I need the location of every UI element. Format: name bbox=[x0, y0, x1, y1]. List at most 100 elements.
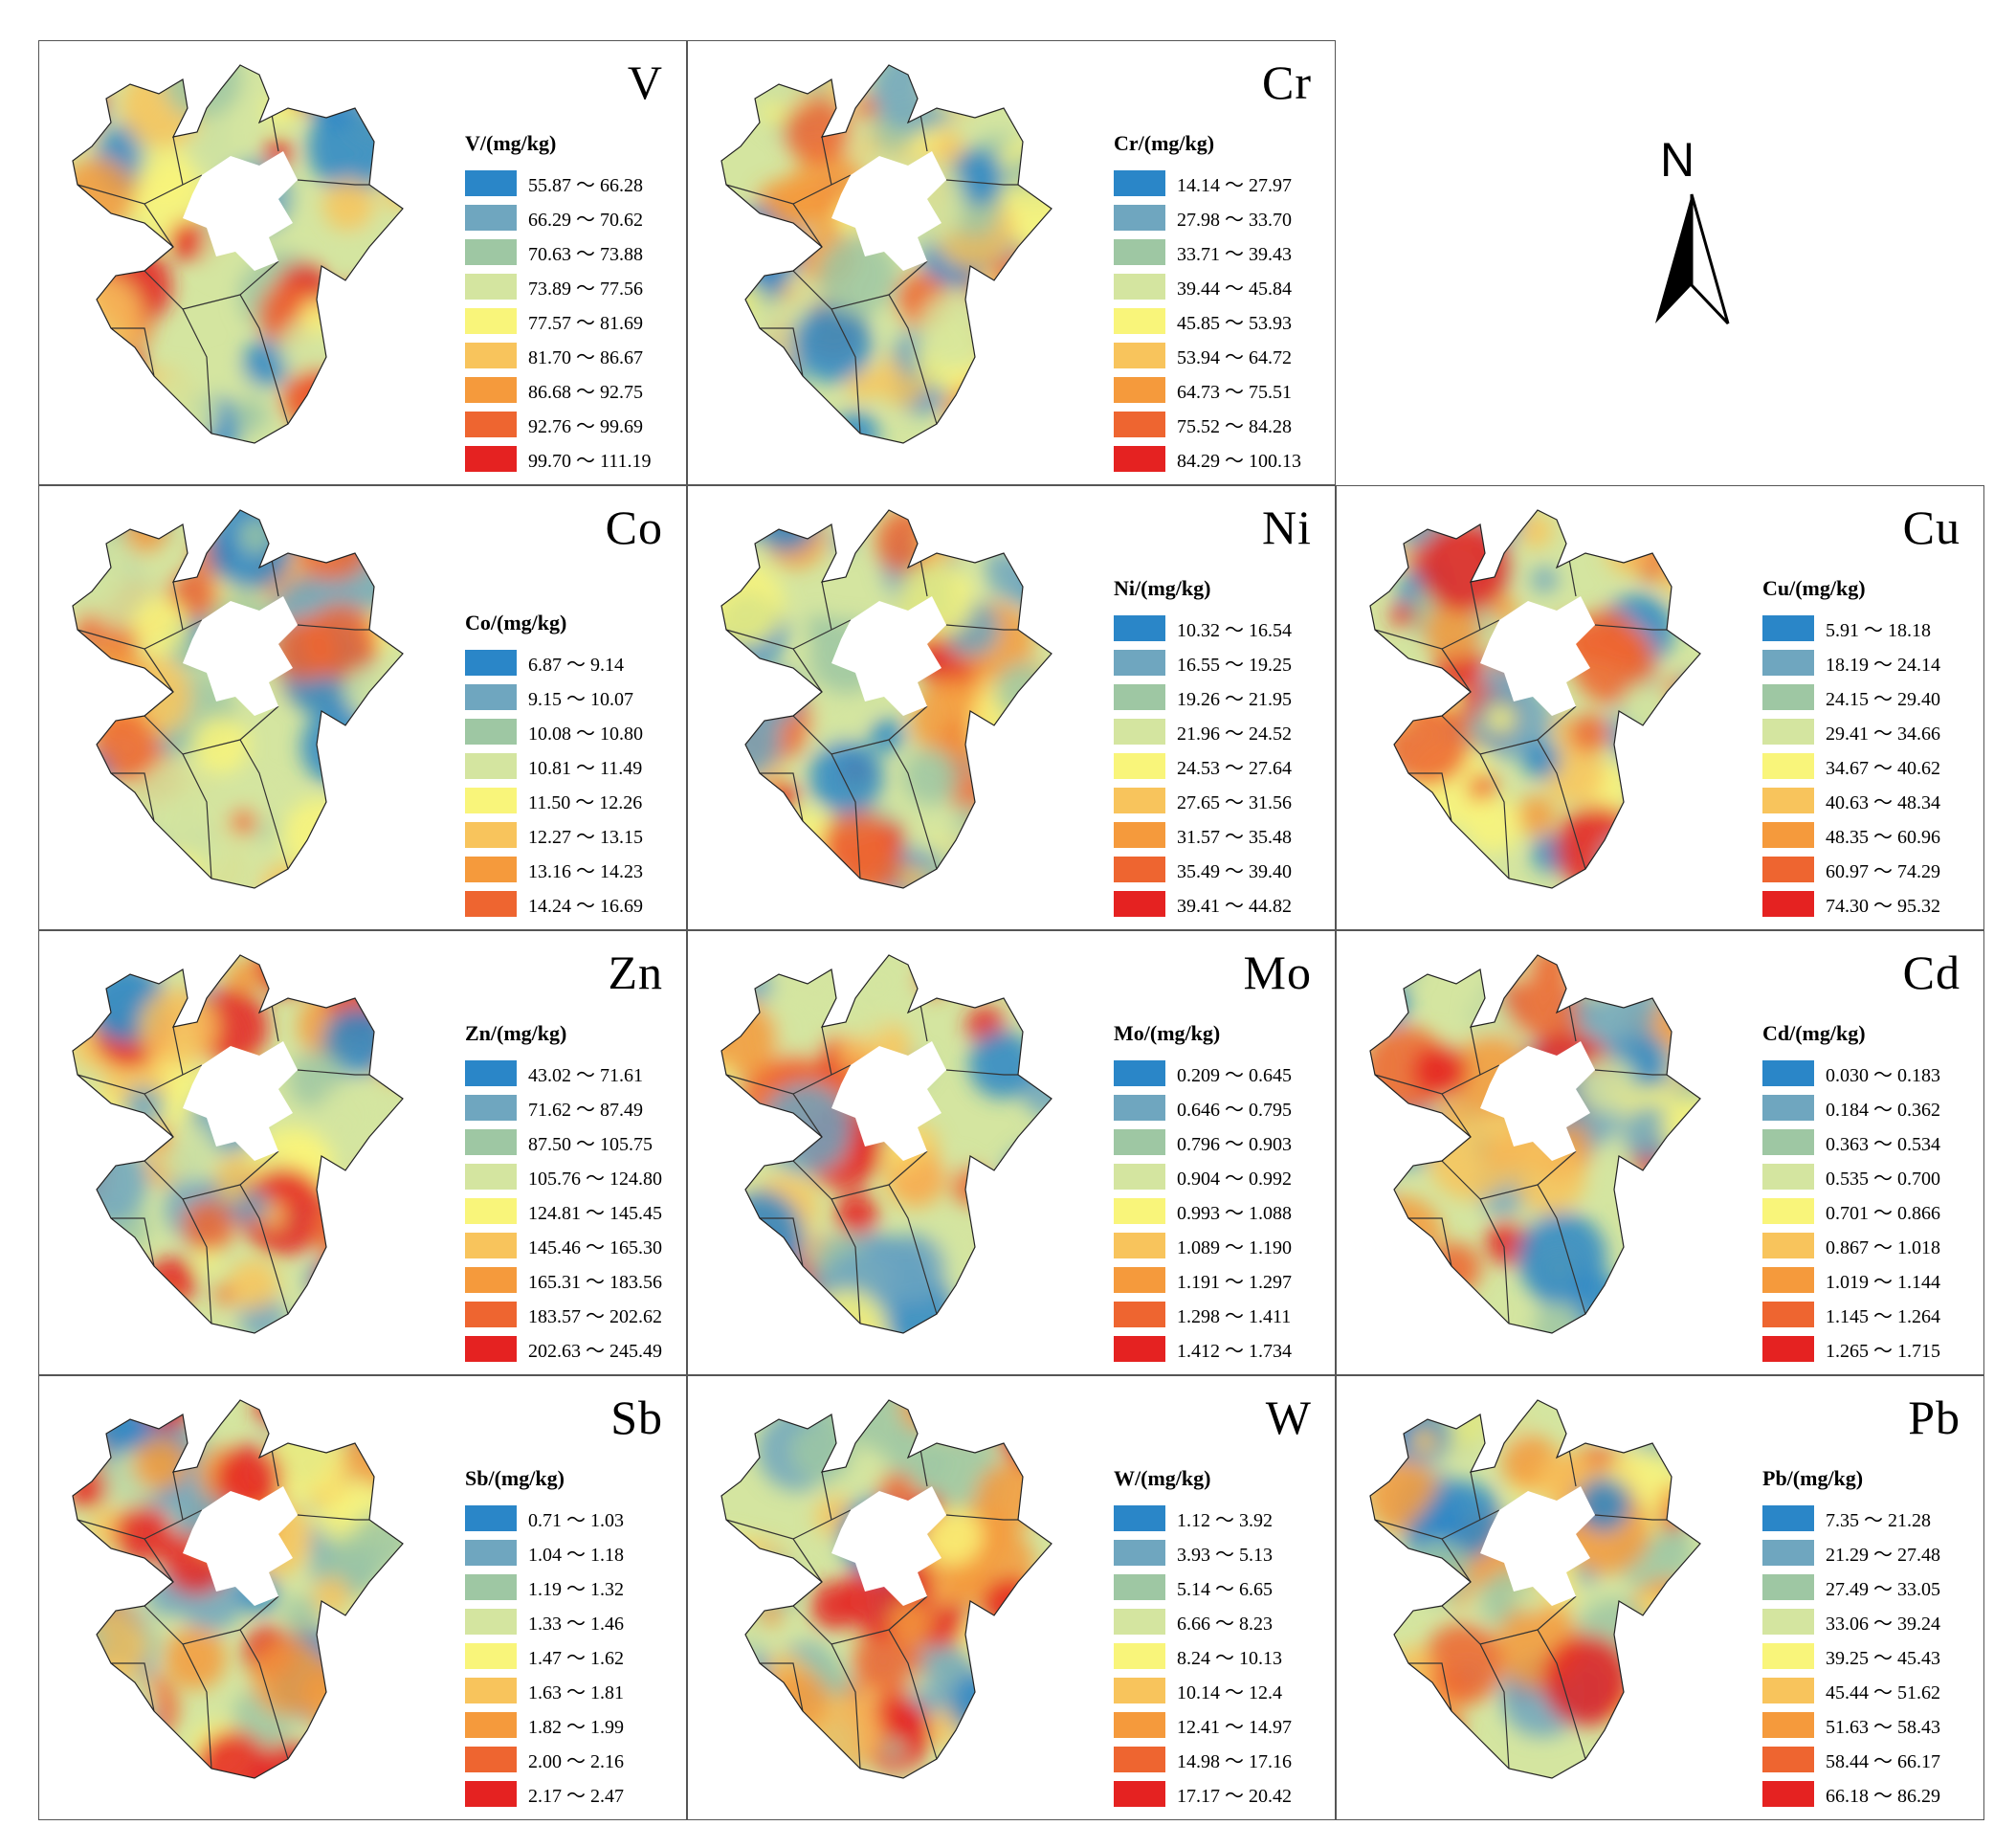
legend-range-label: 10.81 ～ 11.49 bbox=[528, 757, 643, 779]
legend-range-label: 12.41 ～ 14.97 bbox=[1177, 1716, 1292, 1738]
concentration-patch bbox=[338, 312, 358, 332]
district-boundary bbox=[182, 619, 203, 631]
concentration-patch bbox=[196, 1730, 271, 1778]
concentration-patch bbox=[1628, 1626, 1700, 1715]
legend-swatch bbox=[1762, 1677, 1814, 1703]
legend-entry: 34.67 ～ 40.62 bbox=[1762, 748, 1940, 783]
district-boundary bbox=[1537, 1150, 1577, 1186]
legend-swatch bbox=[1114, 169, 1165, 196]
lake-area bbox=[183, 1041, 298, 1161]
legend-entry: 17.17 ～ 20.42 bbox=[1114, 1776, 1292, 1811]
legend-range-label: 1.63 ～ 1.81 bbox=[528, 1681, 624, 1703]
legend-range-label: 0.701 ～ 0.866 bbox=[1826, 1202, 1940, 1224]
legend-swatch bbox=[465, 1608, 517, 1635]
concentration-patch bbox=[138, 146, 195, 203]
legend-range-label: 27.98 ～ 33.70 bbox=[1177, 209, 1292, 231]
legend-entry: 33.71 ～ 39.43 bbox=[1114, 234, 1301, 269]
legend-swatch bbox=[1114, 238, 1165, 265]
legend-entry: 31.57 ～ 35.48 bbox=[1114, 817, 1292, 852]
legend-entry: 27.65 ～ 31.56 bbox=[1114, 783, 1292, 817]
concentration-patch bbox=[1370, 1199, 1398, 1235]
legend-entry: 84.29 ～ 100.13 bbox=[1114, 441, 1301, 476]
legend-range-label: 43.02 ～ 71.61 bbox=[528, 1064, 643, 1086]
district-boundary bbox=[144, 270, 212, 434]
concentration-patch bbox=[764, 1669, 830, 1734]
legend-swatch bbox=[1114, 445, 1165, 472]
district-boundary bbox=[831, 619, 852, 631]
concentration-patch bbox=[1387, 955, 1419, 986]
legend-range-label: 51.63 ～ 58.43 bbox=[1826, 1716, 1940, 1738]
legend-range-label: 10.32 ～ 16.54 bbox=[1177, 619, 1292, 641]
map-panel-mo: Mo Mo/(mg/kg) 0.209 ～ 0.645 0.646 ～ 0.795 0.… bbox=[687, 930, 1336, 1375]
district-boundary bbox=[760, 1662, 804, 1712]
concentration-patch bbox=[1370, 1172, 1389, 1202]
concentration-patch bbox=[164, 1627, 227, 1690]
legend-entry: 0.209 ～ 0.645 bbox=[1114, 1056, 1292, 1090]
study-area-outline bbox=[72, 1399, 404, 1779]
concentration-patch bbox=[947, 1400, 1013, 1443]
legend-range-label: 39.41 ～ 44.82 bbox=[1177, 895, 1292, 917]
concentration-patch bbox=[1407, 1539, 1471, 1602]
district-boundary bbox=[1479, 1064, 1500, 1076]
legend-entry: 0.796 ～ 0.903 bbox=[1114, 1124, 1292, 1159]
district-boundary bbox=[1441, 1093, 1472, 1138]
legend-title: Ni/(mg/kg) bbox=[1114, 576, 1211, 600]
concentration-map bbox=[72, 509, 404, 889]
concentration-patch bbox=[1486, 704, 1516, 733]
legend-range-label: 84.29 ～ 100.13 bbox=[1177, 450, 1301, 472]
concentration-patch bbox=[1661, 1097, 1700, 1157]
element-symbol: Cu bbox=[1902, 501, 1961, 554]
concentration-patch bbox=[918, 291, 995, 368]
study-area-outline bbox=[72, 954, 404, 1334]
district-boundary bbox=[792, 648, 823, 693]
concentration-patch bbox=[1370, 1400, 1413, 1471]
concentration-patch bbox=[351, 510, 403, 568]
legend-swatch bbox=[1114, 718, 1165, 745]
legend-title: Co/(mg/kg) bbox=[465, 611, 567, 635]
concentration-patch bbox=[979, 1214, 1052, 1292]
legend-range-label: 21.29 ～ 27.48 bbox=[1826, 1544, 1940, 1566]
legend-entry: 51.63 ～ 58.43 bbox=[1762, 1707, 1940, 1742]
legend-range-label: 27.49 ～ 33.05 bbox=[1826, 1578, 1940, 1600]
district-boundary bbox=[792, 1160, 861, 1325]
concentration-patch bbox=[114, 1504, 172, 1563]
concentration-map bbox=[1369, 1399, 1701, 1779]
concentration-patch bbox=[1405, 842, 1495, 888]
legend-swatch bbox=[1114, 1642, 1165, 1669]
concentration-patch bbox=[306, 1260, 346, 1301]
legend-swatch bbox=[465, 307, 517, 334]
district-boundary bbox=[1470, 1026, 1481, 1076]
legend-range-label: 0.535 ～ 0.700 bbox=[1826, 1168, 1940, 1190]
legend-swatch bbox=[465, 1746, 517, 1772]
legend-entry: 14.24 ～ 16.69 bbox=[465, 886, 643, 921]
district-boundary bbox=[1537, 705, 1577, 741]
legend-entry: 60.97 ～ 74.29 bbox=[1762, 852, 1940, 886]
element-symbol: Pb bbox=[1908, 1391, 1961, 1444]
concentration-patch bbox=[726, 347, 799, 421]
legend-entry: 92.76 ～ 99.69 bbox=[465, 407, 652, 441]
legend-entry: 11.50 ～ 12.26 bbox=[465, 783, 643, 817]
legend-range-label: 12.27 ～ 13.15 bbox=[528, 826, 643, 848]
concentration-patch bbox=[817, 236, 897, 317]
concentration-patch bbox=[123, 1085, 165, 1126]
district-boundary bbox=[182, 174, 203, 186]
legend-swatch bbox=[1114, 1059, 1165, 1086]
legend-range-label: 14.98 ～ 17.16 bbox=[1177, 1750, 1292, 1772]
district-boundary bbox=[821, 1026, 832, 1076]
legend-range-label: 74.30 ～ 95.32 bbox=[1826, 895, 1940, 917]
concentration-patch bbox=[73, 1140, 148, 1224]
concentration-patch bbox=[951, 1167, 990, 1206]
legend-range-label: 53.94 ～ 64.72 bbox=[1177, 346, 1292, 368]
legend-swatch bbox=[1114, 1266, 1165, 1293]
concentration-patch bbox=[1410, 1427, 1438, 1455]
study-area-outline bbox=[1369, 954, 1701, 1334]
legend-swatch bbox=[1762, 1780, 1814, 1807]
concentration-patch bbox=[259, 863, 312, 888]
concentration-patch bbox=[721, 393, 772, 443]
district-boundary bbox=[945, 624, 1018, 631]
legend-range-label: 5.91 ～ 18.18 bbox=[1826, 619, 1931, 641]
district-boundary bbox=[792, 715, 861, 879]
district-boundary bbox=[888, 260, 928, 296]
concentration-patch bbox=[1517, 1212, 1607, 1303]
concentration-patch bbox=[988, 1219, 1035, 1265]
